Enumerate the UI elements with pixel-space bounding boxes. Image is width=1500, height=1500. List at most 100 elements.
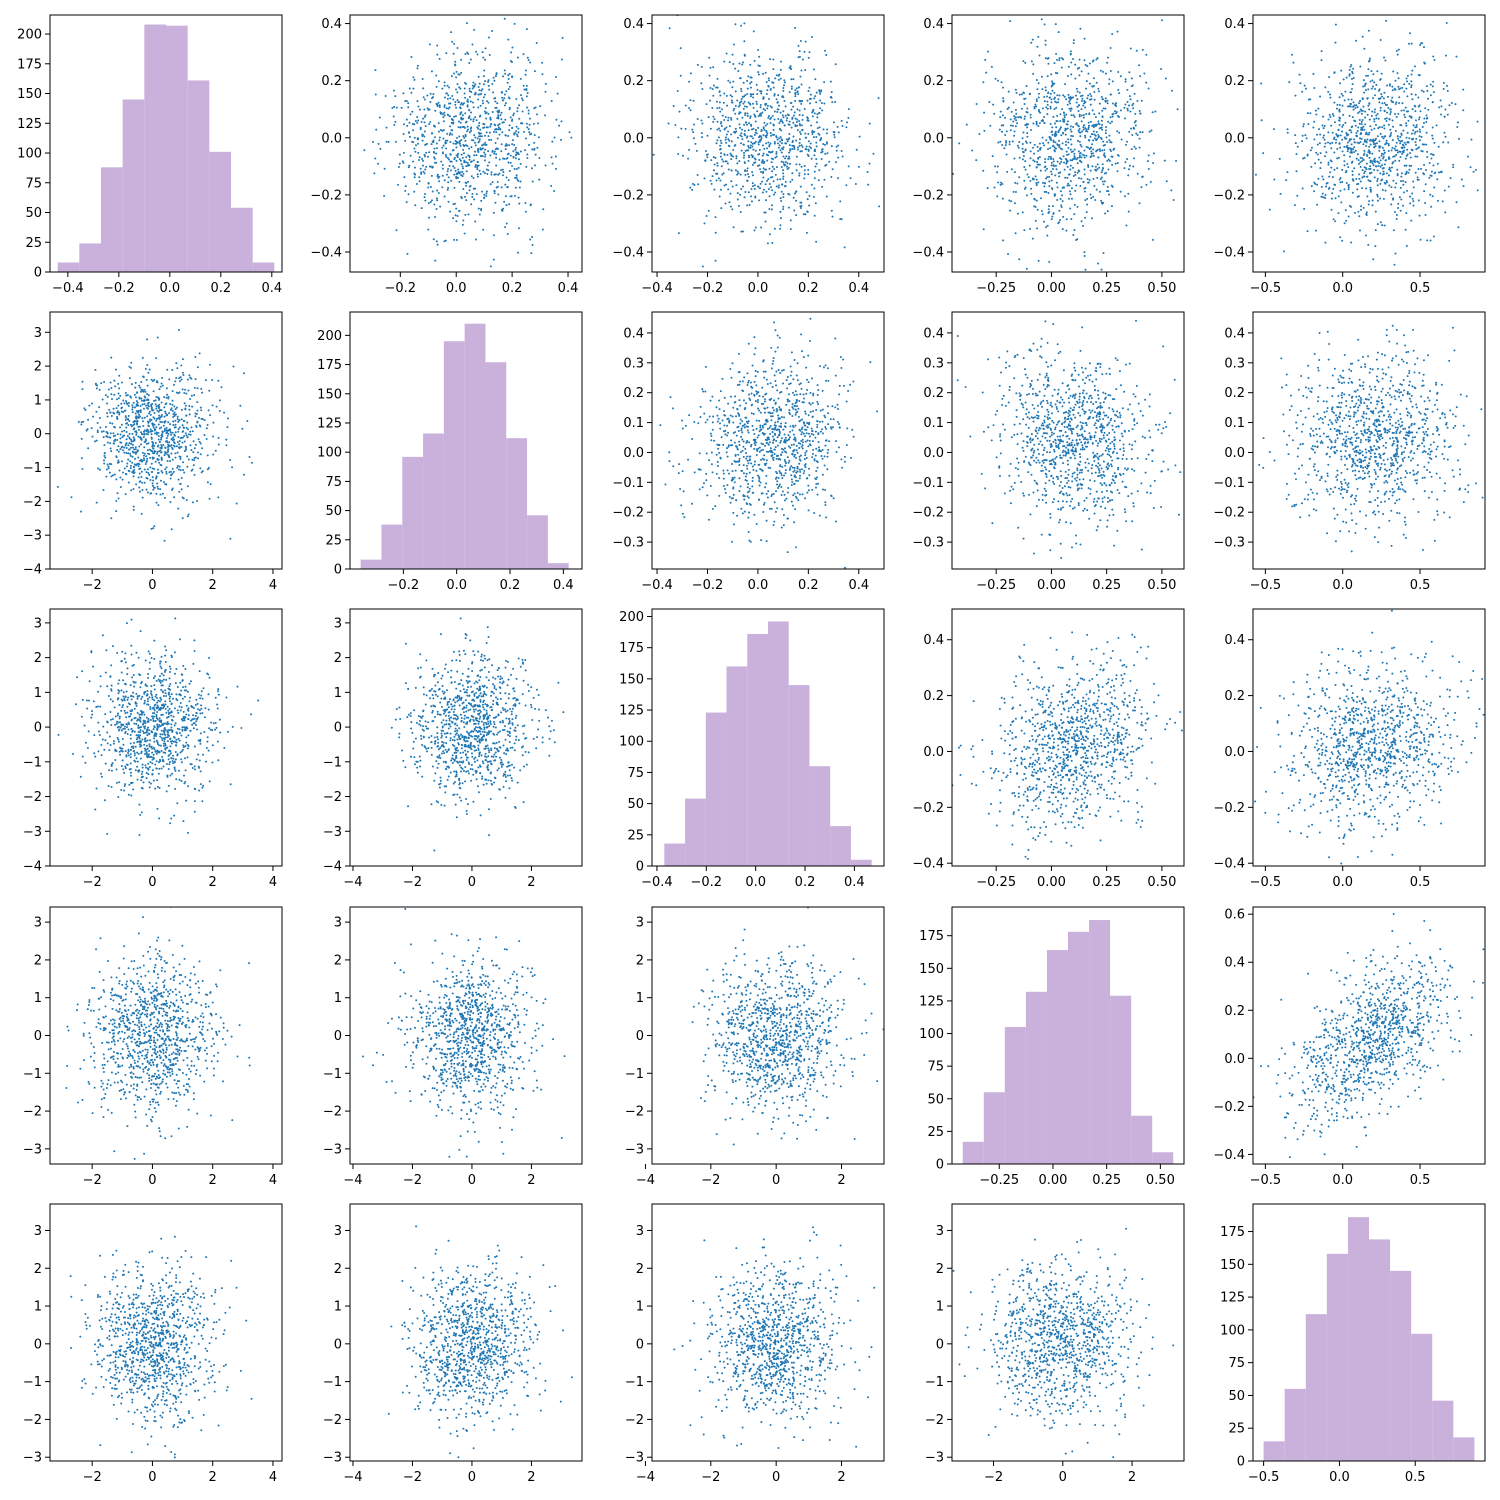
scatter-point [201, 447, 204, 450]
scatter-point [1079, 185, 1082, 188]
scatter-point [1385, 19, 1388, 22]
scatter-point [1117, 1, 1119, 3]
scatter-point [98, 388, 101, 391]
scatter-point [1193, 149, 1195, 151]
scatter-point [455, 239, 458, 242]
scatter-point [1049, 147, 1052, 150]
scatter-point [141, 451, 144, 454]
scatter-point [1409, 152, 1412, 155]
scatter-point [1373, 157, 1376, 160]
scatter-point [140, 443, 143, 446]
scatter-point [474, 116, 477, 119]
scatter-point [529, 61, 532, 64]
scatter-point [431, 97, 434, 100]
scatter-point [129, 395, 132, 398]
scatter-point [1048, 180, 1051, 183]
scatter-point [477, 98, 480, 101]
scatter-point [1333, 121, 1336, 124]
scatter-point [705, 103, 708, 106]
scatter-point [1343, 160, 1346, 163]
scatter-point [206, 468, 209, 471]
scatter-point [493, 79, 496, 82]
scatter-point [771, 189, 774, 192]
scatter-point [1342, 113, 1345, 116]
scatter-point [482, 83, 485, 86]
scatter-point [145, 455, 148, 458]
scatter-point [709, 66, 712, 69]
scatter-point [1044, 86, 1047, 89]
scatter-point [460, 116, 463, 119]
scatter-point [171, 472, 174, 475]
scatter-point [785, 165, 788, 168]
scatter-point [1050, 164, 1053, 167]
scatter-point [741, 63, 744, 66]
scatter-point [187, 433, 190, 436]
scatter-point [490, 173, 493, 176]
scatter-point [413, 147, 416, 150]
scatter-point [157, 431, 160, 434]
scatter-point [1396, 53, 1399, 56]
scatter-point [506, 186, 509, 189]
scatter-point [1412, 129, 1415, 132]
scatter-point [1411, 197, 1414, 200]
scatter-point [417, 119, 420, 122]
scatter-point [1043, 166, 1046, 169]
scatter-point [193, 459, 196, 462]
scatter-point [1355, 39, 1358, 42]
scatter-point [754, 149, 757, 152]
scatter-point [1412, 186, 1415, 189]
scatter-point [141, 399, 143, 402]
scatter-point [746, 169, 749, 172]
scatter-point [743, 154, 746, 157]
scatter-point [452, 121, 455, 124]
scatter-point [759, 182, 762, 185]
scatter-point [146, 457, 149, 460]
scatter-point [709, 99, 712, 102]
scatter-point [1449, 177, 1452, 180]
scatter-point [1422, 121, 1425, 124]
scatter-point [999, 116, 1002, 119]
scatter-point [1024, 168, 1027, 171]
y-tick-label: 0.4 [321, 17, 342, 32]
scatter-point [116, 439, 119, 441]
scatter-point [105, 430, 108, 433]
scatter-point [1347, 186, 1350, 189]
scatter-point [759, 112, 762, 115]
scatter-point [1044, 43, 1047, 46]
scatter-point [1112, 112, 1115, 115]
scatter-point [1065, 218, 1068, 221]
scatter-point [1391, 89, 1394, 92]
scatter-point [188, 405, 191, 408]
scatter-point [1037, 96, 1040, 99]
scatter-point [813, 97, 816, 100]
scatter-point [1340, 92, 1343, 95]
scatter-point [735, 155, 738, 158]
scatter-point [470, 129, 473, 132]
subplot-r0-c4: −0.5 0.0 0.5−0.4−0.20.00.20.4 [1213, 14, 1486, 296]
scatter-point [1382, 153, 1385, 156]
scatter-point [471, 101, 474, 104]
scatter-point [1371, 162, 1374, 165]
scatter-point [190, 394, 193, 397]
scatter-point [1085, 154, 1088, 157]
scatter-point [421, 158, 423, 161]
scatter-point [805, 231, 808, 234]
scatter-point [762, 167, 765, 170]
scatter-point [1400, 172, 1403, 175]
scatter-point [751, 174, 754, 177]
scatter-point [508, 129, 511, 132]
scatter-point [1109, 47, 1112, 50]
scatter-point [141, 460, 144, 463]
scatter-point [1110, 184, 1113, 187]
scatter-point [132, 436, 135, 439]
scatter-point [465, 22, 468, 25]
scatter-point [169, 431, 172, 434]
scatter-point [166, 459, 169, 462]
scatter-point [1343, 154, 1346, 157]
scatter-point [1373, 127, 1376, 130]
scatter-point [1383, 101, 1386, 104]
scatter-point [1346, 148, 1349, 151]
scatter-point [757, 71, 760, 74]
scatter-point [773, 93, 776, 96]
scatter-point [449, 125, 452, 128]
